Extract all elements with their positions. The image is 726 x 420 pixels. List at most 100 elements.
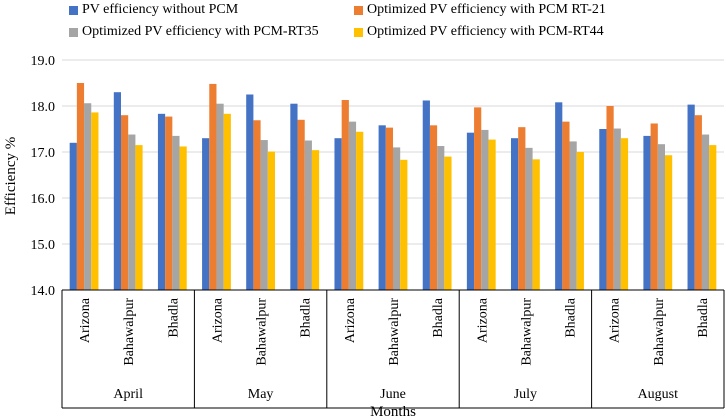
legend-item-series-3: Optimized PV efficiency with PCM-RT35	[69, 24, 319, 40]
location-label: Arizona	[78, 297, 93, 343]
legend-item-series-1: PV efficiency without PCM	[69, 2, 238, 18]
location-label: Bahawalpur	[387, 298, 402, 366]
legend-label-series-1: PV efficiency without PCM	[82, 2, 239, 17]
bar	[76, 83, 85, 290]
bar	[474, 107, 482, 290]
location-label: Bhadla	[431, 297, 446, 337]
bar	[606, 106, 614, 290]
bar	[488, 139, 496, 290]
bar	[121, 115, 129, 290]
bar	[429, 125, 438, 290]
bar	[694, 115, 702, 290]
bar	[599, 129, 607, 290]
legend-item-series-2: Optimized PV efficiency with PCM RT-21	[354, 2, 606, 18]
y-tick-labels: 14.0 15.0 16.0 17.0 18.0 19.0	[31, 54, 56, 299]
bar	[304, 140, 312, 290]
month-label: August	[638, 387, 679, 402]
bar	[378, 125, 386, 290]
legend-label-series-3: Optimized PV efficiency with PCM-RT35	[82, 24, 319, 39]
bar	[356, 131, 364, 290]
month-label: June	[380, 387, 406, 402]
location-label: Bahawalpur	[519, 298, 534, 366]
location-label: Arizona	[608, 297, 623, 343]
bar	[562, 121, 570, 290]
legend-swatch-series-3	[69, 27, 78, 37]
bar	[209, 83, 217, 290]
bar	[341, 100, 349, 291]
bar	[481, 129, 489, 290]
location-label: Bhadla	[696, 297, 711, 337]
location-label: Arizona	[475, 297, 490, 343]
bar	[466, 132, 475, 290]
bar	[216, 103, 224, 290]
bar	[260, 140, 268, 290]
bar	[290, 103, 298, 290]
y-tick-label: 16.0	[31, 192, 56, 207]
month-label: April	[113, 387, 143, 402]
bar	[311, 150, 320, 290]
bar	[157, 113, 166, 290]
bar	[518, 127, 526, 290]
bars	[69, 83, 717, 291]
bar	[650, 123, 658, 290]
legend: PV efficiency without PCM Optimized PV e…	[0, 0, 726, 46]
bar	[665, 155, 673, 290]
bar	[525, 147, 533, 290]
bar	[643, 135, 651, 290]
bar	[348, 121, 357, 290]
bar	[91, 112, 99, 290]
legend-label-series-4: Optimized PV efficiency with PCM-RT44	[367, 24, 604, 39]
bar	[532, 159, 540, 290]
bar	[657, 144, 665, 290]
x-axis-title: Months	[370, 404, 416, 420]
bar	[444, 156, 452, 290]
legend-swatch-series-1	[69, 5, 78, 15]
bar	[84, 103, 92, 291]
bar	[246, 94, 254, 290]
location-label: Bahawalpur	[255, 298, 270, 366]
location-label: Bhadla	[564, 297, 579, 337]
bar	[569, 141, 577, 290]
bar	[135, 145, 143, 290]
bar	[202, 138, 210, 290]
y-tick-label: 18.0	[31, 100, 56, 115]
month-label: July	[514, 387, 537, 402]
bar	[128, 134, 136, 290]
y-tick-label: 17.0	[31, 146, 56, 161]
bar	[393, 147, 401, 290]
legend-item-series-4: Optimized PV efficiency with PCM-RT44	[354, 24, 604, 40]
y-tick-label: 14.0	[31, 284, 56, 299]
bar	[172, 135, 180, 290]
bar	[385, 127, 393, 291]
bar	[165, 116, 173, 290]
bar	[253, 120, 261, 290]
x-category-labels: Arizona Bahawalpur Bhadla April Arizona Bahaw…	[78, 297, 711, 402]
bar	[620, 138, 629, 290]
bar	[555, 102, 563, 290]
y-axis-title: Efficiency %	[3, 137, 19, 215]
bar	[400, 159, 408, 290]
bar	[511, 138, 519, 290]
y-tick-label: 15.0	[31, 238, 56, 253]
axes	[61, 289, 725, 409]
legend-swatch-series-2	[354, 5, 363, 15]
bar	[267, 151, 275, 290]
bar	[69, 142, 77, 290]
bar	[437, 146, 445, 290]
bar	[687, 104, 695, 291]
bar	[422, 100, 430, 290]
legend-swatch-series-4	[354, 27, 363, 37]
bar	[576, 152, 584, 290]
location-label: Arizona	[211, 297, 226, 343]
location-label: Bahawalpur	[122, 298, 137, 366]
legend-label-series-2: Optimized PV efficiency with PCM RT-21	[367, 2, 606, 17]
location-label: Arizona	[343, 297, 358, 343]
bar	[223, 113, 231, 290]
bar	[613, 128, 621, 290]
bar	[297, 119, 305, 290]
location-label: Bhadla	[299, 297, 314, 337]
bar	[179, 146, 187, 290]
bar	[709, 145, 717, 290]
location-label: Bahawalpur	[652, 298, 667, 366]
